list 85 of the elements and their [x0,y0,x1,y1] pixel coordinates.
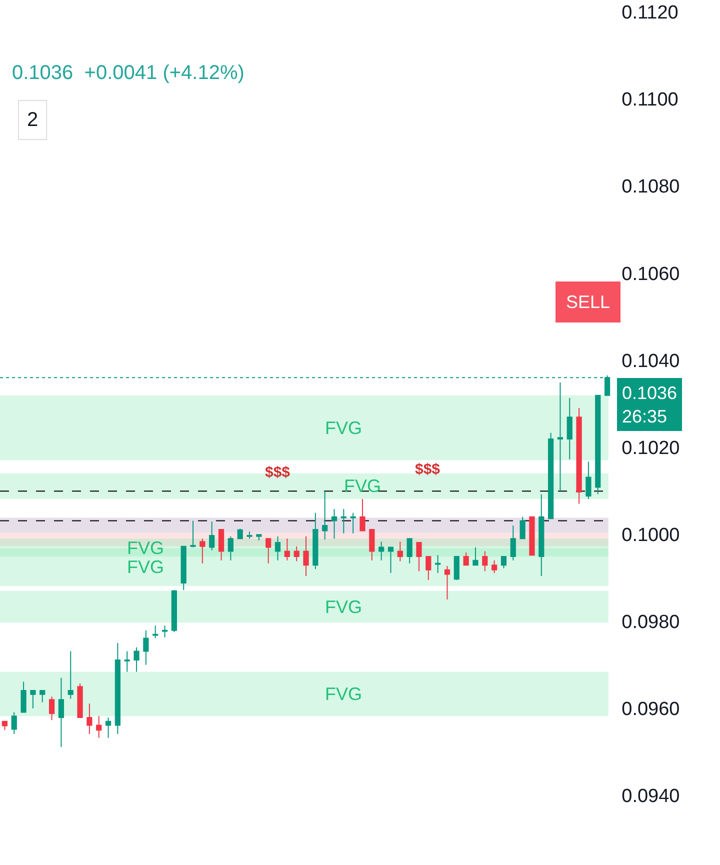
candlestick [435,554,441,574]
candlestick [312,512,318,570]
candlestick [369,528,375,561]
candlestick [350,512,356,534]
candlestick [303,536,309,577]
y-tick-label: 0.0980 [622,612,680,633]
candlestick [58,677,64,748]
candlestick [228,536,234,561]
y-tick-label: 0.0940 [622,786,680,808]
candlestick [510,525,516,561]
candlestick [266,538,272,564]
candlestick [20,681,26,713]
candlestick [397,541,403,562]
candlestick [566,398,572,460]
candlestick [472,546,478,566]
candlestick [40,690,46,703]
band-label: FVG [325,597,362,617]
candlestick [406,538,412,564]
candlestick [237,528,243,540]
candlestick [162,625,168,638]
band-label: FVG [127,538,164,558]
candlestick [595,394,601,495]
candlestick [134,646,140,672]
candlestick [557,382,564,492]
candlestick [152,625,158,639]
candlestick [209,521,215,551]
y-tick-label: 0.1040 [622,350,680,372]
band-label: FVG [325,418,362,438]
candlestick [340,508,346,534]
candlestick [86,703,92,734]
candlestick [246,531,252,540]
y-tick-label: 0.0960 [622,698,680,720]
candlestick [143,630,149,666]
candlestick [11,712,17,734]
candlestick [538,494,544,577]
candlestick [105,716,112,738]
candlestick [274,536,281,561]
y-tick-label: 0.1060 [622,264,680,285]
candlestick [30,690,36,709]
candlestick [77,683,83,718]
ref-line-label: $$$ [415,461,441,478]
candlestick [416,542,422,572]
candlestick [218,528,224,561]
candlestick [444,566,450,600]
candlestick [548,432,554,520]
candlestick [2,720,8,731]
candlestick [426,556,432,580]
ref-line-label: 0.1036 26:35 [622,383,678,426]
y-tick-label: 0.1020 [622,438,680,459]
candlestick [256,534,262,541]
candlestick [520,516,526,540]
candlestick [190,520,196,548]
candlestick [114,642,120,734]
candlestick [180,546,186,590]
y-tick-label: 0.1080 [622,176,680,198]
candlestick [68,650,74,700]
candlestick [378,541,384,561]
band-label: FVG [127,557,164,577]
candlestick [294,546,300,562]
candlestick [454,556,460,580]
candlestick [576,408,582,504]
candlestick [492,560,498,574]
text: 0.1036 +0.0041 (+4.12%) [12,62,244,84]
candlestick [171,589,177,633]
ref-line-label: $$$ [265,464,291,481]
candlestick [322,490,328,540]
candlestick [482,550,488,572]
candlestick [463,552,469,566]
candlestick [360,498,366,532]
annotation: 2 [27,109,38,131]
candlestick [48,696,55,721]
y-tick-label: 0.1000 [622,524,680,546]
candlestick [586,461,592,500]
candlestick [388,546,394,574]
candlestick [284,538,290,561]
y-tick-label: 0.1100 [622,90,678,111]
band-label: FVG [325,684,362,704]
band-label: FVG [344,476,382,496]
candlestick [500,556,507,569]
annotation: SELL [566,292,610,312]
candlestick [96,716,102,738]
candlestick [529,516,535,556]
candlestick [331,508,338,540]
y-tick-label: 0.1120 [622,2,678,24]
candlestick [124,650,130,672]
